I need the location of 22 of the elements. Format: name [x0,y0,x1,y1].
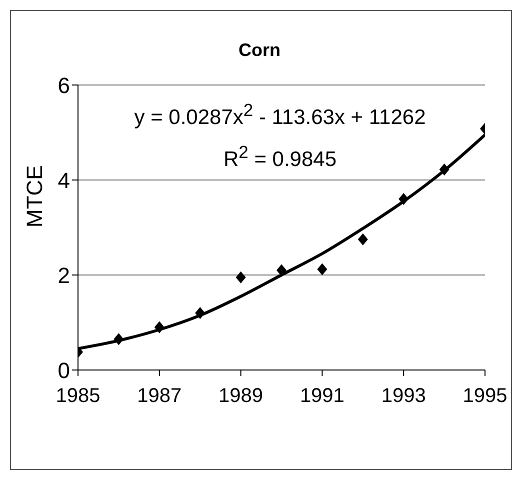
x-tick-label: 1987 [137,385,182,408]
chart-title: Corn [238,40,282,61]
point [358,233,368,246]
point [398,193,409,205]
x-tick-label: 1989 [218,385,264,408]
y-tick-label: 6 [58,72,70,98]
x-tick-label: 1985 [56,385,100,408]
point [236,271,246,284]
y-tick-label: 2 [58,262,70,288]
y-axis-title: MTCE [22,165,47,228]
y-tick-label: 4 [58,168,70,193]
x-tick-label: 1991 [300,385,344,408]
point [154,321,164,334]
annotation: R$^{2}$ = 0.9845 [222,142,338,172]
point [114,333,124,346]
y-tick-label: 0 [58,358,70,383]
point [439,164,450,176]
point [317,263,328,276]
x-tick-label: 1995 [462,385,508,408]
x-tick-label: 1993 [381,385,426,408]
point [195,307,206,319]
annotation: y = 0.0287x$^{2}$ - 113.63x + 11262 [133,100,427,130]
